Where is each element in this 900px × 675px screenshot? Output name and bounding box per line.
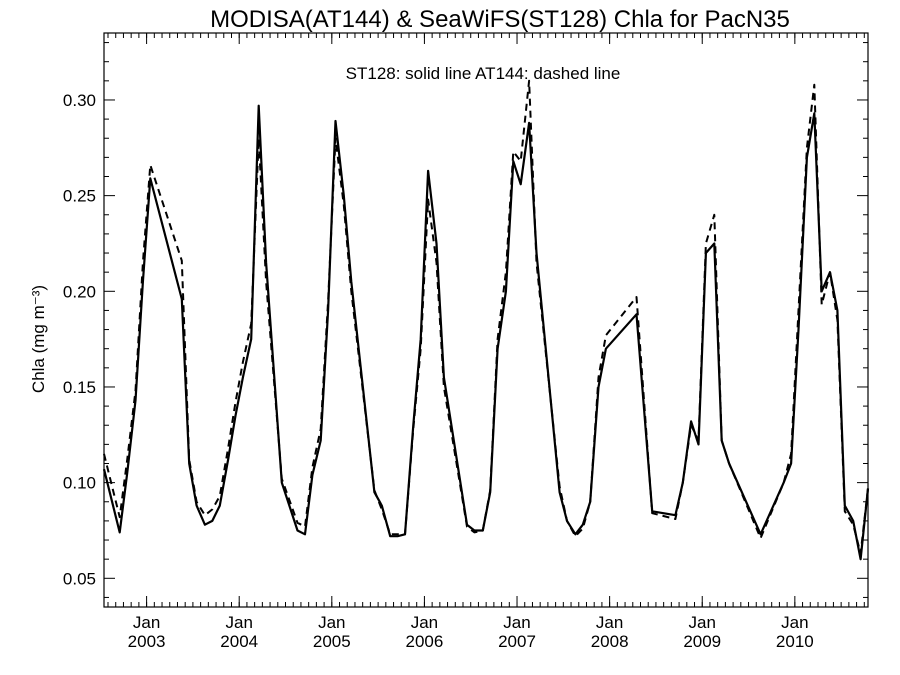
x-tick-year-label: 2004 bbox=[220, 632, 258, 651]
x-tick-month-label: Jan bbox=[503, 613, 530, 632]
x-tick-month-label: Jan bbox=[411, 613, 438, 632]
y-tick-label: 0.25 bbox=[63, 187, 96, 206]
y-tick-label: 0.15 bbox=[63, 378, 96, 397]
series-line-st128 bbox=[102, 104, 870, 561]
x-tick-year-label: 2003 bbox=[128, 632, 166, 651]
x-tick-year-label: 2006 bbox=[406, 632, 444, 651]
y-axis-label: Chla (mg m⁻³) bbox=[29, 285, 48, 393]
x-tick-year-label: 2008 bbox=[591, 632, 629, 651]
axis-tick-labels: 0.050.100.150.200.250.30Jan2003Jan2004Ja… bbox=[63, 91, 814, 651]
x-tick-month-label: Jan bbox=[781, 613, 808, 632]
chart-title: MODISA(AT144) & SeaWiFS(ST128) Chla for … bbox=[210, 6, 790, 33]
y-tick-label: 0.05 bbox=[63, 569, 96, 588]
x-tick-month-label: Jan bbox=[225, 613, 252, 632]
x-tick-year-label: 2007 bbox=[498, 632, 536, 651]
x-tick-year-label: 2009 bbox=[683, 632, 721, 651]
series-group bbox=[102, 79, 870, 561]
x-tick-year-label: 2005 bbox=[313, 632, 351, 651]
x-tick-month-label: Jan bbox=[689, 613, 716, 632]
y-tick-label: 0.20 bbox=[63, 282, 96, 301]
chart-annotation: ST128: solid line AT144: dashed line bbox=[346, 64, 621, 83]
x-tick-month-label: Jan bbox=[318, 613, 345, 632]
x-tick-month-label: Jan bbox=[133, 613, 160, 632]
y-tick-label: 0.30 bbox=[63, 91, 96, 110]
series-line-at144 bbox=[103, 79, 869, 555]
x-tick-year-label: 2010 bbox=[776, 632, 814, 651]
y-tick-label: 0.10 bbox=[63, 474, 96, 493]
x-tick-month-label: Jan bbox=[596, 613, 623, 632]
